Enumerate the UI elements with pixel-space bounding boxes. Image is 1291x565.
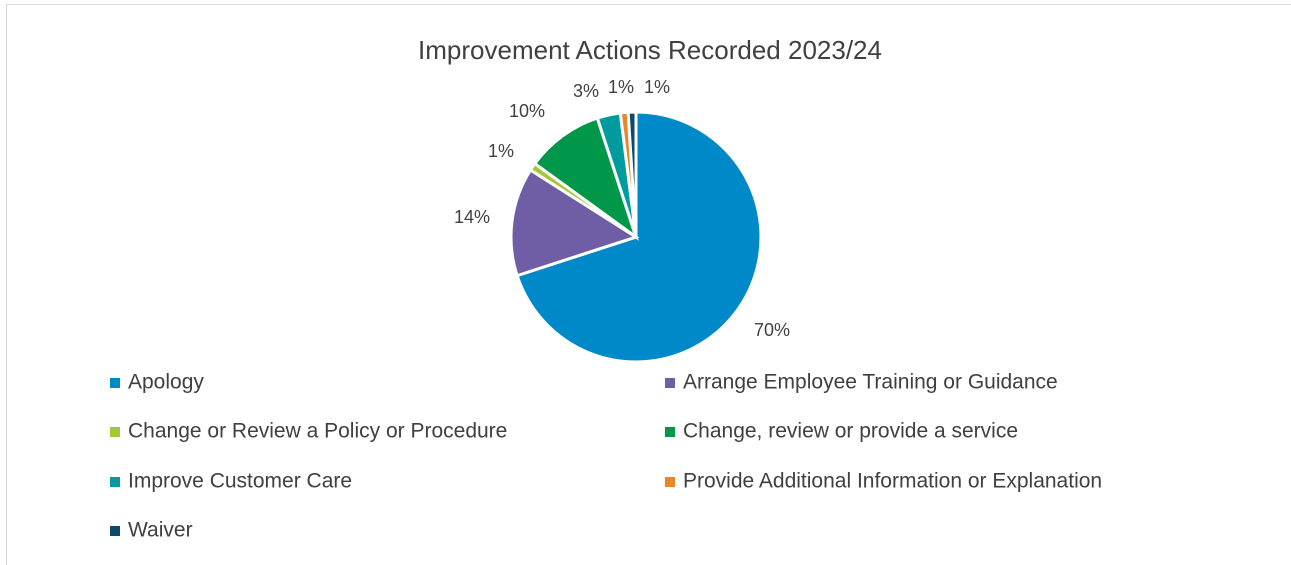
pie-slice bbox=[509, 167, 640, 278]
data-label: 10% bbox=[509, 101, 545, 121]
data-label: 14% bbox=[454, 207, 490, 227]
legend-label: Arrange Employee Training or Guidance bbox=[683, 371, 1058, 394]
data-label: 1% bbox=[644, 77, 670, 97]
data-label: 3% bbox=[573, 81, 599, 101]
legend-label: Provide Additional Information or Explan… bbox=[683, 470, 1102, 493]
legend-swatch bbox=[110, 526, 120, 536]
pie-slice bbox=[515, 110, 763, 364]
data-label: 1% bbox=[608, 77, 634, 97]
chart-title: Improvement Actions Recorded 2023/24 bbox=[418, 35, 882, 65]
legend-swatch bbox=[110, 477, 120, 487]
legend-label: Improve Customer Care bbox=[128, 470, 352, 493]
data-label: 70% bbox=[754, 320, 790, 340]
legend-swatch bbox=[665, 427, 675, 437]
legend-swatch bbox=[665, 378, 675, 388]
legend-label: Apology bbox=[128, 371, 204, 394]
legend-swatch bbox=[665, 477, 675, 487]
legend-swatch bbox=[110, 427, 120, 437]
legend-label: Change or Review a Policy or Procedure bbox=[128, 420, 507, 443]
pie-slice bbox=[626, 110, 638, 238]
data-label: 1% bbox=[488, 141, 514, 161]
pie-slice bbox=[532, 116, 639, 241]
legend-swatch bbox=[110, 378, 120, 388]
legend-label: Waiver bbox=[128, 519, 193, 542]
legend-label: Change, review or provide a service bbox=[683, 420, 1018, 443]
